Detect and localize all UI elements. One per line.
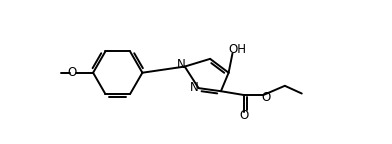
Text: N: N xyxy=(190,81,198,94)
Text: N: N xyxy=(177,58,186,71)
Text: O: O xyxy=(261,91,270,104)
Text: O: O xyxy=(240,109,249,122)
Text: O: O xyxy=(68,66,77,79)
Text: OH: OH xyxy=(228,43,246,56)
